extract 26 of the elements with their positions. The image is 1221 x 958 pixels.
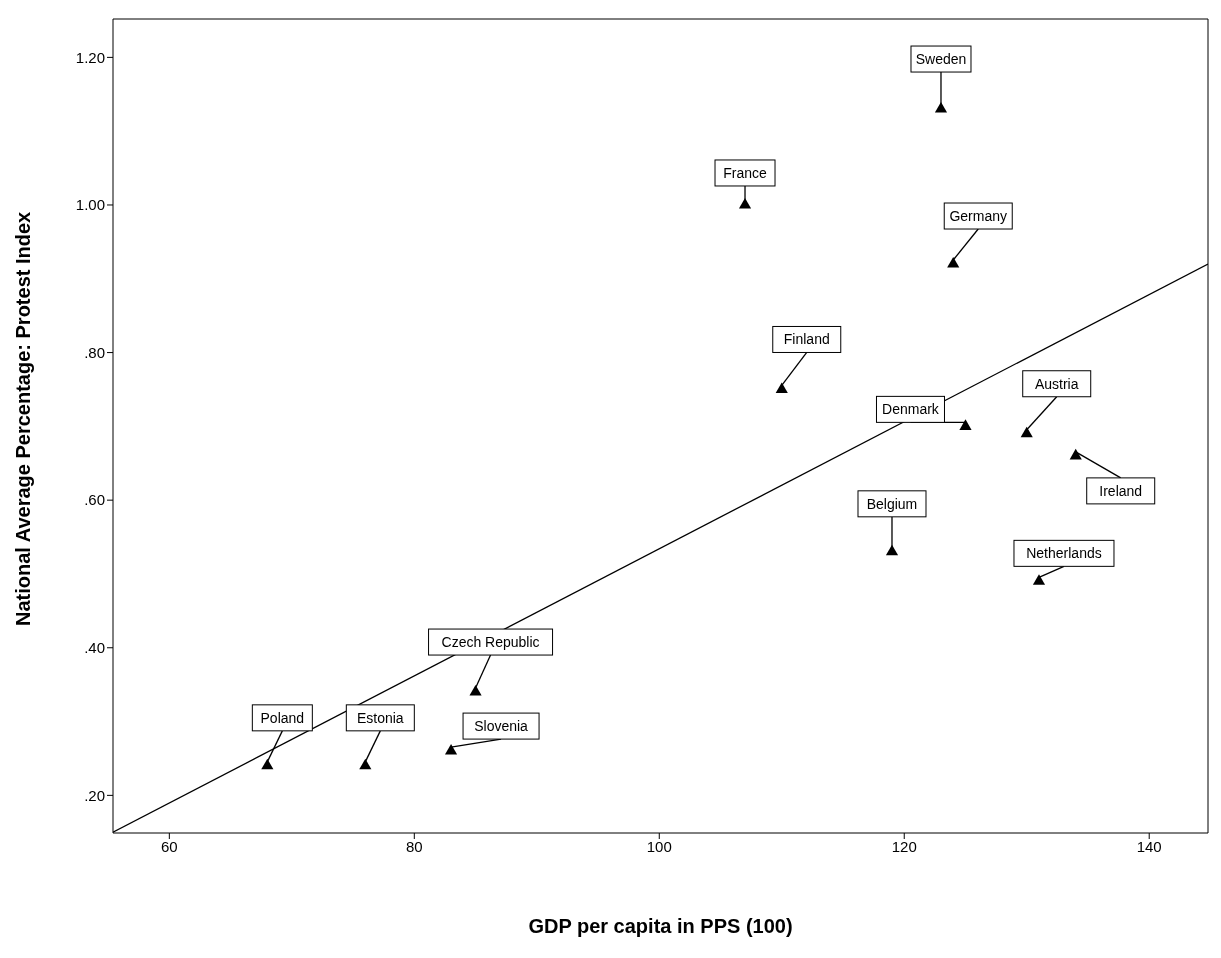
y-tick-label: 1.00 (75, 196, 105, 214)
y-tick-label: .20 (84, 786, 105, 804)
y-axis-title: National Average Percentage: Protest Index (12, 211, 35, 626)
annotation: Sweden (915, 51, 967, 68)
annotation: Belgium (866, 495, 918, 512)
annotation: Austria (1034, 375, 1079, 392)
annotation: Finland (783, 331, 830, 348)
annotation: France (723, 164, 768, 181)
annotation: Denmark (882, 401, 940, 418)
x-tick-label: 120 (891, 837, 917, 855)
x-tick-label: 60 (161, 837, 178, 855)
x-axis-title: GDP per capita in PPS (100) (528, 915, 793, 937)
y-tick-label: .40 (84, 639, 105, 657)
annotation: Netherlands (1026, 545, 1102, 562)
annotation: Czech Republic (441, 634, 540, 651)
annotation: Slovenia (474, 718, 529, 735)
x-tick-label: 100 (646, 837, 672, 855)
annotation: Poland (260, 709, 305, 726)
y-tick-label: 1.20 (75, 48, 105, 66)
x-tick-label: 80 (405, 837, 423, 855)
y-tick-label: .60 (84, 491, 105, 509)
y-tick-label: .80 (84, 343, 105, 361)
annotation: Germany (949, 208, 1008, 225)
x-tick-label: 140 (1136, 837, 1162, 855)
annotation: Estonia (356, 709, 404, 726)
annotation: Ireland (1099, 482, 1143, 499)
